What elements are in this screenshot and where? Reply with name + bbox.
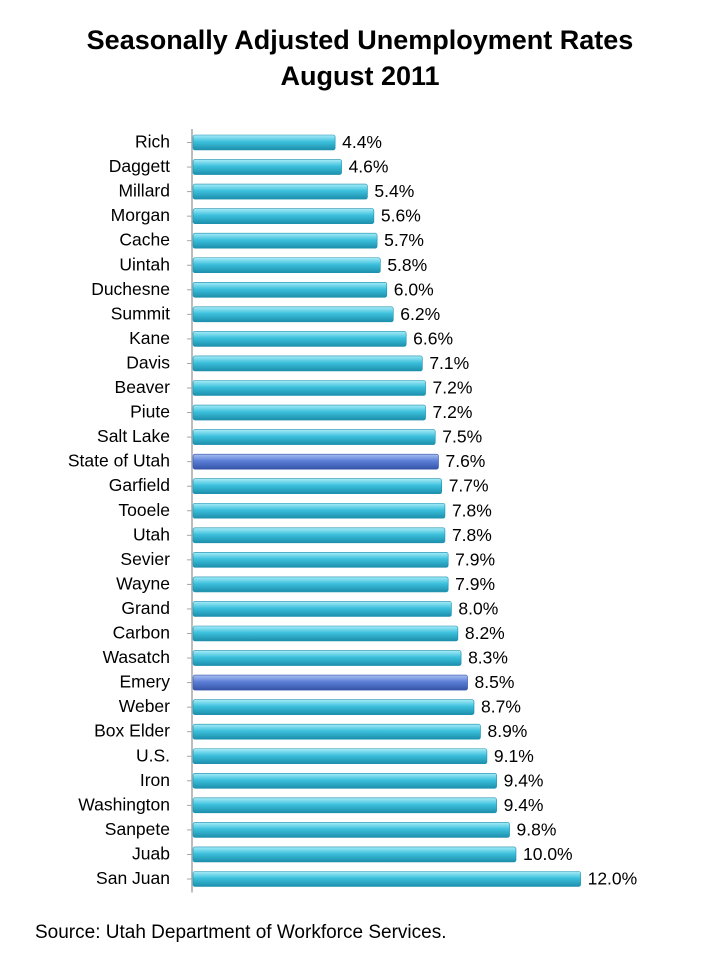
bar-beaver [192, 380, 426, 396]
bar-box-elder [192, 723, 481, 740]
category-label-millard: Millard [118, 181, 170, 201]
category-label-morgan: Morgan [111, 205, 170, 225]
category-label-u-s: U.S. [136, 745, 170, 765]
value-label-sevier: 7.9% [455, 549, 495, 569]
value-label-utah: 7.8% [452, 525, 492, 545]
value-label-juab: 10.0% [523, 844, 573, 864]
value-label-cache: 5.7% [384, 230, 424, 250]
category-label-san-juan: San Juan [96, 868, 170, 888]
bar-weber [192, 699, 475, 715]
category-label-sanpete: Sanpete [105, 819, 170, 839]
value-label-sanpete: 9.8% [517, 819, 557, 839]
bar-wasatch [192, 650, 462, 666]
value-label-davis: 7.1% [429, 353, 469, 373]
value-label-grand: 8.0% [458, 598, 498, 618]
chart-subtitle: August 2011 [280, 61, 440, 91]
value-label-beaver: 7.2% [433, 378, 473, 398]
bar-sevier [192, 552, 449, 568]
category-label-beaver: Beaver [115, 377, 171, 397]
bar-juab [192, 846, 517, 863]
bar-daggett [192, 159, 342, 175]
bar-uintah [192, 257, 381, 274]
category-label-weber: Weber [119, 696, 170, 716]
value-label-emery: 8.5% [475, 672, 515, 692]
bar-duchesne [192, 281, 388, 298]
bar-emery [192, 674, 468, 691]
category-label-kane: Kane [129, 328, 170, 348]
category-label-daggett: Daggett [109, 156, 170, 176]
bar-sanpete [192, 822, 510, 838]
bar-garfield [192, 478, 443, 495]
bar-wayne [192, 576, 449, 593]
bar-piute [192, 404, 426, 421]
bar-carbon [192, 625, 459, 642]
bar-rich [192, 134, 336, 151]
bar-tooele [192, 502, 446, 519]
bar-state-of-utah [192, 453, 439, 470]
chart-title: Seasonally Adjusted Unemployment Rates [86, 25, 634, 55]
category-label-utah: Utah [133, 524, 170, 544]
bar-salt-lake [192, 429, 436, 445]
value-label-uintah: 5.8% [387, 255, 427, 275]
value-label-kane: 6.6% [413, 328, 453, 348]
category-label-summit: Summit [111, 303, 170, 323]
value-label-piute: 7.2% [433, 402, 473, 422]
category-label-iron: Iron [140, 770, 170, 790]
category-label-box-elder: Box Elder [94, 721, 170, 741]
chart-title-block: Seasonally Adjusted Unemployment Rates A… [0, 22, 720, 94]
value-label-box-elder: 8.9% [487, 721, 527, 741]
category-label-duchesne: Duchesne [91, 279, 170, 299]
category-label-wasatch: Wasatch [103, 647, 170, 667]
value-label-state-of-utah: 7.6% [445, 451, 485, 471]
bar-utah [192, 527, 446, 544]
category-label-garfield: Garfield [109, 475, 170, 495]
bar-cache [192, 232, 378, 249]
category-label-grand: Grand [121, 598, 170, 618]
value-label-san-juan: 12.0% [588, 869, 638, 889]
bar-morgan [192, 208, 375, 224]
category-label-tooele: Tooele [118, 500, 170, 520]
value-label-morgan: 5.6% [381, 206, 421, 226]
category-label-state-of-utah: State of Utah [68, 451, 170, 471]
category-label-emery: Emery [119, 672, 170, 692]
category-label-carbon: Carbon [113, 623, 170, 643]
bar-iron [192, 772, 497, 789]
value-label-iron: 9.4% [504, 770, 544, 790]
value-label-wayne: 7.9% [455, 574, 495, 594]
value-label-tooele: 7.8% [452, 500, 492, 520]
value-label-garfield: 7.7% [449, 476, 489, 496]
category-label-juab: Juab [132, 843, 170, 863]
category-label-wayne: Wayne [116, 573, 170, 593]
category-label-sevier: Sevier [120, 549, 170, 569]
category-label-rich: Rich [135, 132, 170, 152]
category-label-salt-lake: Salt Lake [97, 426, 170, 446]
value-label-carbon: 8.2% [465, 623, 505, 643]
value-label-salt-lake: 7.5% [442, 427, 482, 447]
category-label-piute: Piute [130, 402, 170, 422]
value-label-wasatch: 8.3% [468, 648, 508, 668]
bar-summit [192, 306, 394, 323]
bar-washington [192, 797, 497, 814]
bar-san-juan [192, 871, 581, 887]
bar-millard [192, 183, 368, 200]
value-label-rich: 4.4% [342, 132, 382, 152]
value-label-u-s: 9.1% [494, 746, 534, 766]
source-note: Source: Utah Department of Workforce Ser… [35, 922, 447, 943]
category-label-davis: Davis [126, 352, 170, 372]
value-label-summit: 6.2% [400, 304, 440, 324]
category-label-cache: Cache [119, 230, 170, 250]
bar-grand [192, 601, 452, 617]
value-label-daggett: 4.6% [349, 157, 389, 177]
bar-u-s [192, 748, 488, 765]
value-label-duchesne: 6.0% [394, 279, 434, 299]
value-label-millard: 5.4% [374, 181, 414, 201]
bar-kane [192, 331, 407, 347]
value-label-washington: 9.4% [504, 795, 544, 815]
bar-davis [192, 355, 423, 372]
category-label-uintah: Uintah [119, 254, 170, 274]
value-label-weber: 8.7% [481, 697, 521, 717]
category-label-washington: Washington [78, 794, 170, 814]
